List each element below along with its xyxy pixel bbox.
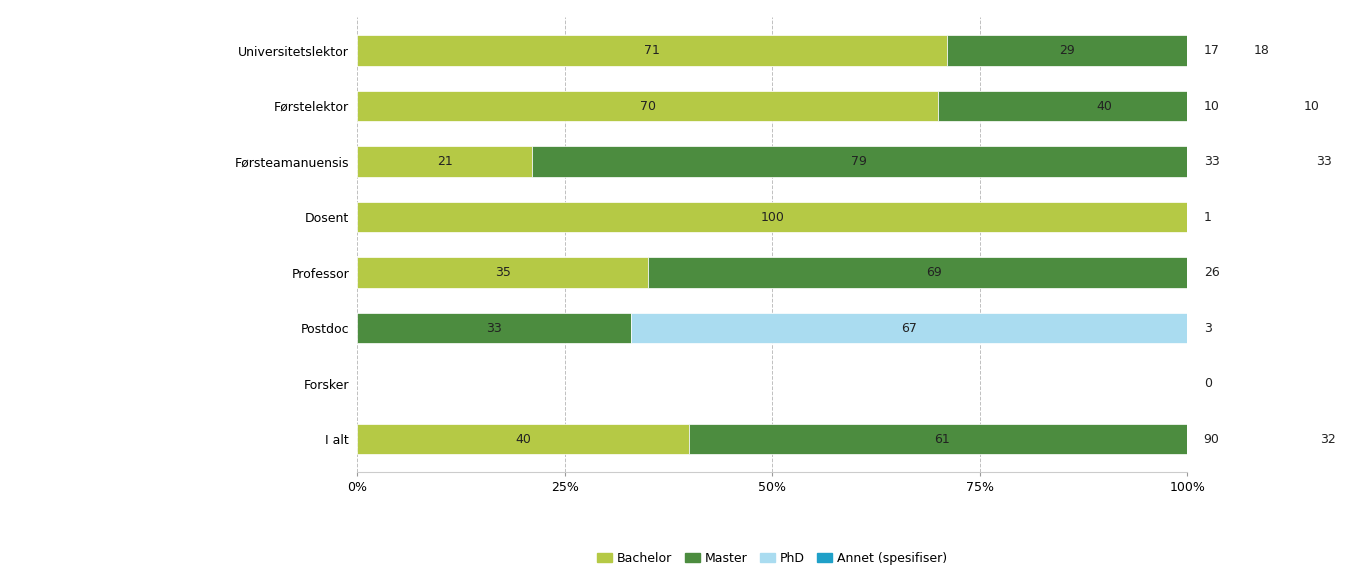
Bar bbox=[1187, 146, 1349, 177]
Bar bbox=[357, 91, 939, 122]
Bar bbox=[689, 424, 1195, 454]
Text: 33: 33 bbox=[1317, 155, 1331, 168]
Bar bbox=[1187, 202, 1349, 232]
Text: 18: 18 bbox=[1253, 44, 1269, 57]
Text: 100: 100 bbox=[761, 211, 784, 223]
Text: 17: 17 bbox=[1203, 44, 1219, 57]
Text: 33: 33 bbox=[1203, 155, 1219, 168]
Bar bbox=[631, 313, 1187, 343]
Bar bbox=[357, 146, 532, 177]
Bar bbox=[1187, 35, 1337, 66]
Bar bbox=[1337, 35, 1349, 66]
Bar bbox=[1195, 424, 1349, 454]
Text: 69: 69 bbox=[927, 266, 942, 279]
Legend: Bachelor, Master, PhD, Annet (spesifiser): Bachelor, Master, PhD, Annet (spesifiser… bbox=[592, 547, 952, 570]
Text: 61: 61 bbox=[935, 433, 950, 445]
Bar bbox=[357, 257, 648, 288]
Text: 1: 1 bbox=[1203, 211, 1211, 223]
Bar bbox=[1221, 257, 1349, 288]
Text: 21: 21 bbox=[437, 155, 452, 168]
Text: 3: 3 bbox=[1203, 321, 1211, 335]
Bar bbox=[532, 146, 1187, 177]
Bar bbox=[357, 202, 1187, 232]
Text: 10: 10 bbox=[1203, 100, 1219, 112]
Text: 32: 32 bbox=[1321, 433, 1336, 445]
Text: 90: 90 bbox=[1203, 433, 1219, 445]
Text: 67: 67 bbox=[901, 321, 917, 335]
Text: 40: 40 bbox=[1097, 100, 1112, 112]
Text: 10: 10 bbox=[1303, 100, 1319, 112]
Text: 79: 79 bbox=[851, 155, 867, 168]
Bar bbox=[648, 257, 1221, 288]
Text: 0: 0 bbox=[1203, 377, 1211, 390]
Text: 70: 70 bbox=[639, 100, 656, 112]
Text: 26: 26 bbox=[1203, 266, 1219, 279]
Bar bbox=[357, 313, 631, 343]
Text: 35: 35 bbox=[495, 266, 511, 279]
Bar bbox=[939, 91, 1271, 122]
Text: 71: 71 bbox=[643, 44, 660, 57]
Bar bbox=[1271, 91, 1349, 122]
Text: 29: 29 bbox=[1059, 44, 1075, 57]
Text: 40: 40 bbox=[515, 433, 532, 445]
Bar bbox=[357, 424, 689, 454]
Text: 33: 33 bbox=[487, 321, 502, 335]
Bar bbox=[357, 35, 947, 66]
Bar bbox=[947, 35, 1187, 66]
